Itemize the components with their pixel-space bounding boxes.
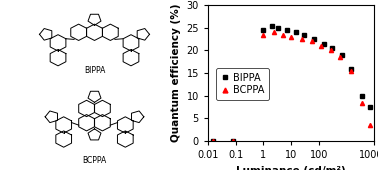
Text: BCPPA: BCPPA — [82, 156, 107, 165]
Y-axis label: Quantum efficiency (%): Quantum efficiency (%) — [171, 4, 181, 142]
Text: BIPPA: BIPPA — [84, 66, 105, 75]
Legend: BIPPA, BCPPA: BIPPA, BCPPA — [216, 68, 269, 100]
X-axis label: Luminance (cd/m²): Luminance (cd/m²) — [236, 166, 346, 170]
